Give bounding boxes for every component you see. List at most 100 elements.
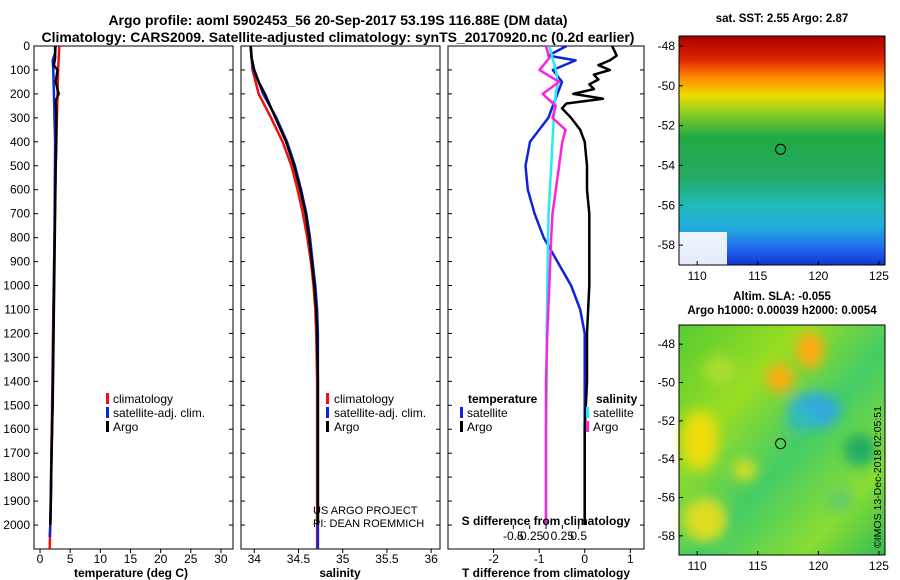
depth-tick-label: 900 — [10, 255, 30, 269]
temperature-series — [48, 45, 61, 550]
x-tick-label: 35.5 — [375, 552, 399, 566]
x-tick-label: 1 — [627, 552, 634, 566]
legend-title-temperature: temperature — [468, 392, 538, 406]
lat-tick-label: -54 — [658, 452, 676, 466]
depth-tick-label: 500 — [10, 159, 30, 173]
sst-map-title: sat. SST: 2.55 Argo: 2.87 — [715, 13, 849, 25]
temperature-legend: climatology satellite-adj. clim. Argo — [106, 392, 205, 434]
lon-tick-label: 120 — [808, 559, 828, 573]
series-line-argo-t- — [560, 45, 618, 525]
series-line-argo — [249, 45, 320, 525]
depth-tick-label: 1000 — [3, 279, 30, 293]
s-difference-x-label: S difference from climatology — [462, 514, 631, 528]
s-tick-label: -0.5 — [503, 529, 524, 543]
x-tick-label: -1 — [534, 552, 545, 566]
x-tick-label: 15 — [124, 552, 138, 566]
lat-tick-label: -48 — [658, 337, 676, 351]
difference-legend: temperature satellite Argo salinity sate… — [460, 392, 638, 434]
series-line-satellite-t- — [524, 44, 586, 525]
legend-label-climatology: climatology — [113, 392, 173, 406]
difference-x-ticks: -2 -1 0 1 — [448, 45, 644, 566]
legend-swatch-climatology — [326, 393, 329, 404]
series-line-argo-s- — [538, 45, 567, 525]
salinity-legend: climatology satellite-adj. clim. Argo — [326, 392, 426, 434]
x-tick-label: 0 — [37, 552, 44, 566]
legend-swatch-t-satellite — [460, 407, 463, 418]
series-line-argo — [49, 46, 60, 526]
legend-title-salinity: salinity — [596, 392, 638, 406]
legend-label-s-argo: Argo — [593, 420, 619, 434]
lat-tick-label: -58 — [658, 238, 676, 252]
lat-tick-label: -56 — [658, 491, 676, 505]
legend-label-satellite: satellite-adj. clim. — [334, 406, 426, 420]
argo-float-marker — [775, 438, 787, 450]
temperature-plot-frame — [33, 45, 234, 550]
sla-map: 110 115 120 125 -48 -50 -52 -54 -56 -58 — [658, 324, 889, 573]
sla-anomaly-blobs — [682, 332, 876, 542]
lat-tick-label: -50 — [658, 79, 676, 93]
sst-map: 110 115 120 125 -48 -50 -52 -54 -56 -58 — [658, 35, 889, 283]
lat-tick-label: -54 — [658, 158, 676, 172]
x-tick-label: 20 — [154, 552, 168, 566]
legend-swatch-s-satellite — [586, 407, 589, 418]
lon-tick-label: 120 — [808, 269, 828, 283]
argo-float-marker — [775, 143, 787, 155]
salinity-x-ticks: 34 34.5 35 35.5 36 — [241, 45, 440, 566]
lat-tick-label: -48 — [658, 39, 676, 53]
depth-tick-label: 200 — [10, 87, 30, 101]
x-tick-label: -2 — [488, 552, 499, 566]
legend-swatch-argo — [326, 421, 329, 432]
legend-label-t-satellite: satellite — [467, 406, 508, 420]
depth-tick-label: 800 — [10, 231, 30, 245]
difference-series — [524, 44, 618, 525]
depth-tick-label: 1800 — [3, 470, 30, 484]
credit-project: US ARGO PROJECT — [313, 505, 418, 517]
depth-tick-label: 1200 — [3, 326, 30, 340]
depth-tick-label: 300 — [10, 111, 30, 125]
depth-tick-label: 1700 — [3, 446, 30, 460]
x-tick-label: 25 — [184, 552, 198, 566]
legend-swatch-climatology — [106, 393, 109, 404]
temperature-x-ticks: 0 5 10 15 20 25 30 — [34, 45, 233, 566]
sla-map-title-1: Altim. SLA: -0.055 — [733, 291, 831, 303]
depth-tick-label: 1500 — [3, 398, 30, 412]
sla-lat-ticks: -48 -50 -52 -54 -56 -58 — [658, 337, 683, 543]
depth-tick-label: 1400 — [3, 374, 30, 388]
s-tick-label: 0.5 — [570, 529, 587, 543]
depth-tick-label: 100 — [10, 63, 30, 77]
salinity-panel: 34 34.5 35 35.5 36 salinity climatology sate… — [240, 45, 441, 580]
x-tick-label: 5 — [67, 552, 74, 566]
lon-tick-label: 125 — [869, 559, 889, 573]
x-tick-label: 10 — [94, 552, 108, 566]
s-tick-label: 0 — [543, 529, 550, 543]
legend-swatch-satellite — [326, 407, 329, 418]
legend-label-t-argo: Argo — [467, 420, 493, 434]
legend-swatch-t-argo — [460, 421, 463, 432]
credit-pi: PI: DEAN ROEMMICH — [313, 518, 425, 530]
lat-tick-label: -56 — [658, 198, 676, 212]
depth-tick-label: 1100 — [4, 302, 30, 316]
depth-tick-label: 600 — [10, 183, 30, 197]
legend-label-climatology: climatology — [334, 392, 394, 406]
depth-tick-label: 1900 — [3, 494, 30, 508]
depth-tick-label: 2000 — [3, 518, 30, 532]
legend-label-argo: Argo — [113, 420, 139, 434]
legend-label-s-satellite: satellite — [593, 406, 634, 420]
depth-axis-ticks: 0 100 200 300 400 500 600 700 800 900 1000 1100 1200… — [3, 39, 30, 532]
depth-tick-label: 1600 — [3, 422, 30, 436]
imos-timestamp: ©IMOS 13-Dec-2018 02:05:51 — [872, 406, 884, 548]
sst-missing-data — [679, 232, 727, 265]
depth-tick-label: 400 — [10, 135, 30, 149]
salinity-plot-frame — [240, 45, 441, 550]
salinity-series — [249, 45, 320, 549]
legend-swatch-satellite — [106, 407, 109, 418]
x-tick-label: 35 — [336, 552, 350, 566]
lon-tick-label: 115 — [748, 269, 767, 283]
sla-lon-ticks: 110 115 120 125 — [688, 551, 889, 573]
x-tick-label: 30 — [214, 552, 228, 566]
salinity-x-label: salinity — [319, 566, 361, 580]
depth-tick-label: 700 — [10, 207, 30, 221]
lon-tick-label: 110 — [688, 559, 707, 573]
temperature-x-label: temperature (deg C) — [74, 566, 188, 580]
